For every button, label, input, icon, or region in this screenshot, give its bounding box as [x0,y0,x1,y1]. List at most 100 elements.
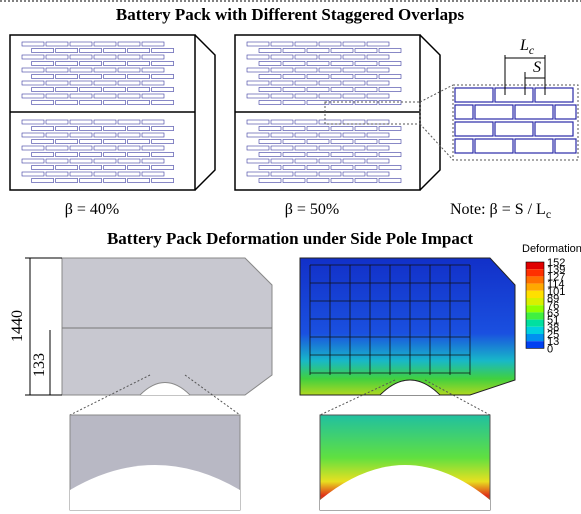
cell [295,133,317,137]
cell [152,75,174,79]
cell [515,105,553,119]
cell [152,127,174,131]
cell [319,55,341,59]
cell [307,88,329,92]
cell [515,139,553,153]
cell [152,153,174,157]
cell [343,146,365,150]
cell [32,166,54,170]
cell [535,88,573,102]
cell [118,42,140,46]
cell [271,55,293,59]
cell [295,55,317,59]
cell [32,75,54,79]
cell [295,159,317,163]
cell [56,75,78,79]
cell [271,146,293,150]
cell [80,140,102,144]
cell [259,127,281,131]
cell [259,179,281,183]
cell [70,159,92,163]
cell [367,81,389,85]
colorbar-swatch [526,291,544,298]
cell [56,179,78,183]
cell [247,146,269,150]
cell [104,101,126,105]
cell [118,172,140,176]
cell [247,133,269,137]
cell [80,88,102,92]
cell [343,55,365,59]
cell [142,172,164,176]
cell [128,88,150,92]
cell [152,49,174,53]
cell [331,49,353,53]
pack-label: β = 40% [65,201,120,218]
lc-label: Lc [519,37,535,57]
cell [56,127,78,131]
dimension: 133 [31,353,48,377]
cell [319,133,341,137]
cell [271,68,293,72]
note: Note: β = S / Lc [450,201,551,221]
cell [355,75,377,79]
cell [319,81,341,85]
cell [118,120,140,124]
cell [555,105,576,119]
cell [128,179,150,183]
cell [379,179,401,183]
cell [128,75,150,79]
cell [94,146,116,150]
cell [367,68,389,72]
cell [247,81,269,85]
cell [118,146,140,150]
s-label: S [533,59,541,76]
cell [247,159,269,163]
cell [104,166,126,170]
cell [104,140,126,144]
cell [379,75,401,79]
cell [80,75,102,79]
cell [80,101,102,105]
cell [142,146,164,150]
cell [94,159,116,163]
cell [259,153,281,157]
cell [128,166,150,170]
cell [367,159,389,163]
cell [152,62,174,66]
cell [80,153,102,157]
cell [319,159,341,163]
cell [355,88,377,92]
cell [307,153,329,157]
cell [319,68,341,72]
cell [128,140,150,144]
cell [46,120,68,124]
cell [307,62,329,66]
cell [259,140,281,144]
cell [455,139,473,153]
mesh-image [62,258,272,395]
cell [319,120,341,124]
cell [56,166,78,170]
cell [80,62,102,66]
cell [247,42,269,46]
zoom-line [420,124,453,160]
cell [142,55,164,59]
cell [475,105,513,119]
cell [70,120,92,124]
cell [32,88,54,92]
cell [56,140,78,144]
colorbar-swatch [526,276,544,283]
cell [331,179,353,183]
cell [379,140,401,144]
cell [104,179,126,183]
cell [94,120,116,124]
pack-diagrams [10,35,440,190]
cell [307,75,329,79]
cell [104,88,126,92]
cell [142,42,164,46]
cell [118,55,140,59]
cell [355,153,377,157]
cell [271,120,293,124]
